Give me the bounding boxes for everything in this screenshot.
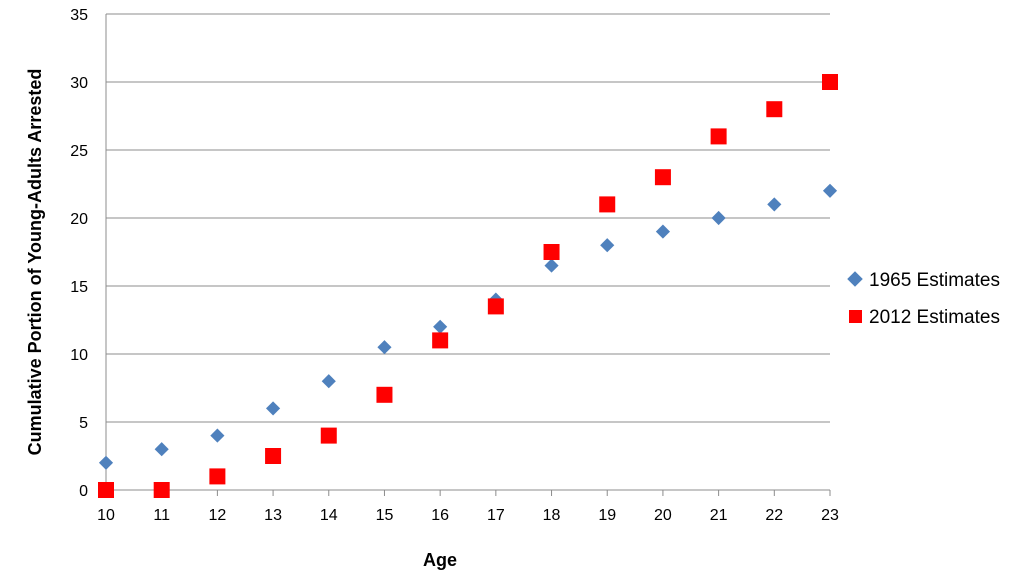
- legend-marker-1965: [847, 271, 863, 287]
- legend-label-1965: 1965 Estimates: [869, 270, 1000, 291]
- data-point-square: [487, 298, 504, 315]
- x-axis-title: Age: [423, 550, 457, 570]
- data-point-square: [654, 169, 671, 186]
- y-tick-label: 15: [70, 279, 88, 296]
- data-point-diamond: [600, 238, 615, 253]
- legend-marker-2012: [849, 310, 862, 323]
- x-tick-label: 13: [264, 507, 282, 524]
- data-point-square: [822, 74, 838, 90]
- series-0: [98, 183, 838, 470]
- x-tick-label: 22: [765, 507, 783, 524]
- y-tick-label: 10: [70, 347, 88, 364]
- y-tick-label: 5: [79, 415, 88, 432]
- x-tick-label: 23: [821, 507, 839, 524]
- y-tick-label: 0: [79, 483, 88, 500]
- data-point-square: [710, 128, 727, 145]
- data-point-square: [98, 482, 114, 498]
- data-point-diamond: [711, 210, 726, 226]
- y-tick-label: 30: [70, 75, 88, 92]
- x-tick-label: 11: [153, 507, 170, 524]
- data-point-square: [599, 196, 616, 213]
- x-tick-label: 16: [431, 507, 449, 524]
- series-1: [98, 74, 838, 498]
- x-tick-label: 19: [598, 507, 616, 524]
- data-point-square: [376, 386, 393, 403]
- data-point-diamond: [154, 442, 169, 457]
- x-tick-label: 20: [654, 507, 672, 524]
- data-point-square: [265, 448, 282, 464]
- data-point-diamond: [98, 455, 114, 470]
- data-point-diamond: [767, 197, 782, 212]
- x-tick-labels: 10 11 12 13 14 15 16 17 18 19 20 21 22 23: [97, 507, 839, 524]
- data-point-square: [543, 244, 560, 260]
- y-tick-label: 25: [70, 143, 88, 160]
- data-point-diamond: [377, 340, 392, 355]
- x-tick-label: 10: [97, 507, 115, 524]
- data-point-square: [432, 332, 449, 349]
- data-point-square: [320, 427, 337, 444]
- data-point-square: [766, 101, 783, 118]
- data-point-diamond: [266, 401, 281, 416]
- x-tick-label: 15: [376, 507, 394, 524]
- x-tick-label: 12: [208, 507, 226, 524]
- data-point-diamond: [655, 224, 670, 239]
- x-tick-label: 18: [543, 507, 561, 524]
- legend-item-2012: 2012 Estimates: [849, 307, 1000, 328]
- x-tick-label: 14: [320, 507, 338, 524]
- y-tick-label: 20: [70, 211, 88, 228]
- legend-item-1965: 1965 Estimates: [847, 270, 1000, 291]
- data-point-diamond: [544, 258, 559, 273]
- legend: 1965 Estimates 2012 Estimates: [847, 270, 1000, 328]
- data-point-square: [153, 482, 170, 498]
- data-point-diamond: [210, 428, 225, 443]
- data-point-diamond: [321, 374, 336, 389]
- y-axis-title: Cumulative Portion of Young-Adults Arres…: [25, 69, 45, 456]
- data-point-diamond: [433, 319, 448, 334]
- y-tick-labels: 0 5 10 15 20 25 30 35: [70, 7, 88, 500]
- y-tick-label: 35: [70, 7, 88, 24]
- gridlines: [106, 13, 830, 423]
- legend-label-2012: 2012 Estimates: [869, 307, 1000, 328]
- axes: [105, 14, 831, 496]
- x-tick-label: 21: [710, 507, 728, 524]
- data-point-diamond: [822, 183, 838, 198]
- x-tick-label: 17: [487, 507, 505, 524]
- data-point-square: [209, 468, 226, 485]
- data-series: [98, 74, 838, 498]
